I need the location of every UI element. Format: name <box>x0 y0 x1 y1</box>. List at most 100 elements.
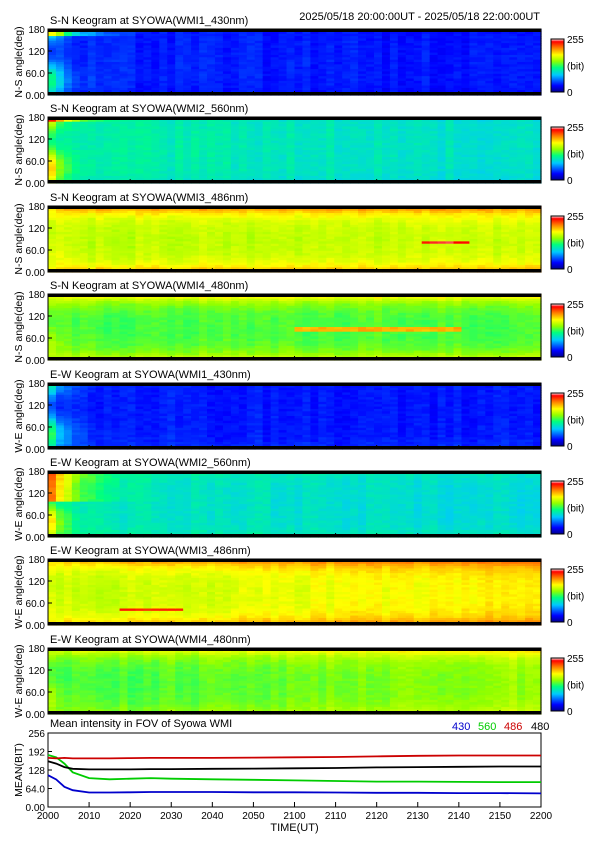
heatmap-cell <box>151 73 160 77</box>
heatmap-cell <box>95 71 105 75</box>
heatmap-cell <box>262 45 272 49</box>
heatmap-cell <box>71 142 81 146</box>
heatmap-cell <box>310 150 319 153</box>
heatmap-cell <box>302 175 311 179</box>
heatmap-cell <box>397 50 407 54</box>
heatmap-cell <box>294 31 304 35</box>
heatmap-cell <box>421 59 431 63</box>
heatmap-cell <box>366 128 375 132</box>
heatmap-cell <box>167 142 176 146</box>
heatmap-cell <box>286 150 296 153</box>
heatmap-cell <box>238 90 248 94</box>
heatmap-cell <box>366 178 375 182</box>
heatmap-cell <box>246 126 256 130</box>
heatmap-cell <box>238 166 248 170</box>
heatmap-cell <box>238 168 248 172</box>
heatmap-cell <box>48 164 57 168</box>
heatmap-cell <box>310 36 319 40</box>
heatmap-cell <box>413 54 423 58</box>
heatmap-cell <box>183 126 192 130</box>
heatmap-cell <box>381 124 391 128</box>
heatmap-cell <box>294 154 304 158</box>
heatmap-cell <box>405 78 415 82</box>
colorbar-unit-label: (bit) <box>567 150 584 161</box>
heatmap-cell <box>437 54 447 58</box>
heatmap-cell <box>111 150 121 153</box>
heatmap-cell <box>477 40 486 44</box>
heatmap-cell <box>374 168 383 172</box>
heatmap-cell <box>485 78 494 82</box>
heatmap-cell <box>63 66 73 70</box>
heatmap-cell <box>374 150 383 153</box>
heatmap-cell <box>183 138 192 142</box>
heatmap-cell <box>437 76 447 80</box>
heatmap-cell <box>135 90 145 94</box>
heatmap-cell <box>461 59 471 63</box>
heatmap-cell <box>437 140 447 144</box>
heatmap-cell <box>238 164 248 168</box>
heatmap-cell <box>437 38 447 42</box>
heatmap-cell <box>501 31 510 35</box>
heatmap-cell <box>262 178 272 182</box>
heatmap-cell <box>71 124 81 128</box>
heatmap-cell <box>159 59 168 63</box>
heatmap-cell <box>318 43 327 47</box>
heatmap-cell <box>135 83 145 87</box>
heatmap-cell <box>127 124 137 128</box>
heatmap-cell <box>95 66 105 70</box>
heatmap-cell <box>127 59 137 63</box>
heatmap-cell <box>103 171 113 175</box>
heatmap-cell <box>421 161 431 165</box>
heatmap-cell <box>79 119 89 123</box>
heatmap-cell <box>350 138 359 142</box>
heatmap-cell <box>358 126 367 130</box>
heatmap-cell <box>366 78 375 82</box>
heatmap-cell <box>127 145 137 149</box>
heatmap-cell <box>381 80 391 84</box>
heatmap-cell <box>159 178 168 182</box>
heatmap-cell <box>238 59 248 63</box>
heatmap-cell <box>127 73 137 77</box>
heatmap-cell <box>310 76 319 80</box>
heatmap-cell <box>246 178 256 182</box>
heatmap-cell <box>238 150 248 153</box>
heatmap-cell <box>48 124 57 128</box>
heatmap-cell <box>358 147 367 151</box>
heatmap-cell <box>397 142 407 146</box>
heatmap-cell <box>222 168 232 172</box>
heatmap-cell <box>175 66 184 70</box>
heatmap-cell <box>445 178 455 182</box>
heatmap-cell <box>167 135 176 139</box>
heatmap-cell <box>397 31 407 35</box>
heatmap-cell <box>413 64 423 68</box>
heatmap-cell <box>485 71 494 75</box>
heatmap-cell <box>334 54 343 58</box>
heatmap-cell <box>381 33 391 37</box>
heatmap-cell <box>397 36 407 40</box>
heatmap-cell <box>405 64 415 68</box>
heatmap-cell <box>342 78 351 82</box>
heatmap-cell <box>159 128 168 132</box>
heatmap-cell <box>445 145 455 149</box>
heatmap-cell <box>453 138 463 142</box>
heatmap-cell <box>214 45 224 49</box>
heatmap-cell <box>477 50 486 54</box>
heatmap-cell <box>55 154 65 158</box>
heatmap-cell <box>381 47 391 51</box>
heatmap-cell <box>302 133 311 137</box>
heatmap-cell <box>429 154 439 158</box>
heatmap-cell <box>318 159 327 163</box>
heatmap-cell <box>477 87 486 91</box>
heatmap-cell <box>127 80 137 84</box>
heatmap-cell <box>366 43 375 47</box>
heatmap-cell <box>469 119 478 123</box>
heatmap-cell <box>326 76 335 80</box>
heatmap-cell <box>103 69 113 73</box>
heatmap-cell <box>191 126 200 130</box>
heatmap-cell <box>262 69 272 73</box>
heatmap-cell <box>119 78 129 82</box>
heatmap-cell <box>437 57 447 61</box>
heatmap-cell <box>342 175 351 179</box>
heatmap-cell <box>222 154 232 158</box>
heatmap-cell <box>63 124 73 128</box>
